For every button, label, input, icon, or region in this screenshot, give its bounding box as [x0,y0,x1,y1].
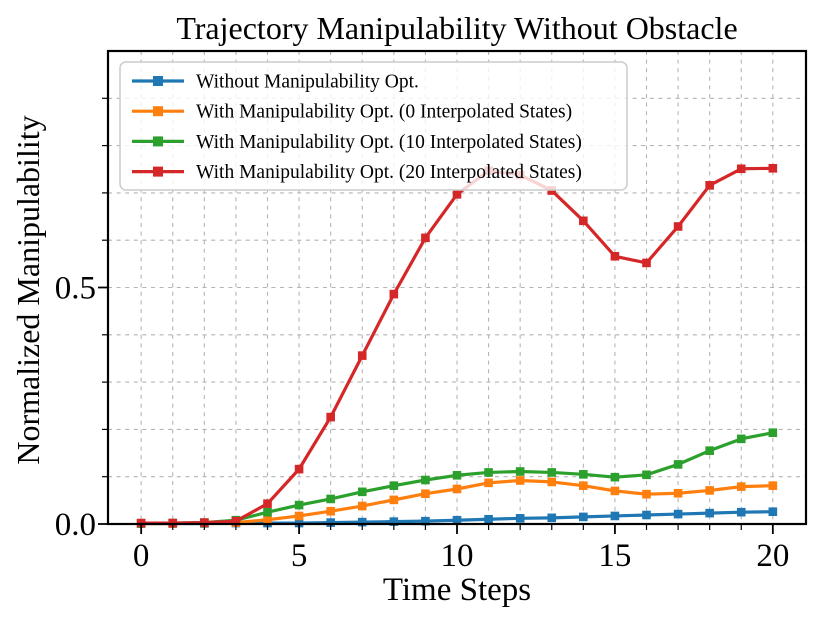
legend-box [119,61,628,191]
data-point-marker [705,181,714,190]
data-point-marker [452,515,462,525]
legend-label: Without Manipulability Opt. [196,72,419,93]
data-point-marker [736,164,746,174]
data-point-marker [389,495,399,505]
data-point-marker [326,518,335,527]
data-point-marker [673,460,683,469]
data-point-marker [515,476,525,485]
data-point-marker [389,481,399,490]
y-tick-label: 0.0 [55,507,96,543]
data-point-marker [200,518,209,527]
data-point-marker [421,489,430,499]
data-point-marker [579,481,588,490]
x-axis-label: Time Steps [382,572,532,608]
data-point-marker [610,511,620,521]
data-point-marker [736,434,746,444]
data-point-marker [326,412,335,422]
data-point-marker [736,482,746,491]
data-point-marker [705,508,714,518]
data-point-marker [768,481,778,490]
data-point-marker [484,468,493,477]
data-point-marker [484,514,493,524]
data-point-marker [357,501,367,511]
data-point-marker [294,500,304,510]
x-tick-label: 10 [441,538,474,574]
data-point-marker [263,499,272,508]
data-point-marker [263,515,272,525]
data-point-marker [231,516,241,526]
data-point-marker [357,517,367,527]
data-point-marker [389,517,399,526]
legend-marker [153,166,163,177]
data-point-marker [768,428,778,438]
legend-marker [153,136,163,147]
data-point-marker [610,486,620,496]
legend-marker [153,106,163,117]
data-point-marker [768,507,778,517]
legend-label: With Manipulability Opt. (10 Interpolate… [196,132,582,153]
axes-spines [106,49,808,526]
data-point-marker [642,489,651,499]
data-point-marker [263,507,272,517]
data-point-marker [705,446,714,455]
data-point-marker [579,216,588,226]
data-point-marker [389,289,399,299]
data-point-marker [421,516,430,526]
data-point-marker [421,233,430,243]
data-point-marker [579,512,588,522]
data-point-marker [610,251,620,261]
data-point-marker [515,467,525,476]
data-point-marker [673,509,683,519]
y-tick-label: 0.5 [55,271,96,307]
data-point-marker [547,477,557,487]
data-point-marker [673,488,683,498]
chart-title: Trajectory Manipulability Without Obstac… [176,10,738,46]
data-point-marker [547,468,557,477]
data-point-marker [579,470,588,479]
x-tick-label: 15 [598,538,631,574]
data-point-marker [642,510,651,520]
data-point-marker [515,514,525,523]
data-point-marker [547,513,557,523]
data-point-marker [610,472,620,482]
data-point-marker [326,494,335,504]
data-point-marker [294,511,304,521]
legend-label: With Manipulability Opt. (20 Interpolate… [196,162,582,183]
data-point-marker [484,478,493,488]
data-point-marker [452,484,462,494]
data-point-marker [705,486,714,495]
data-point-marker [452,190,462,199]
data-point-marker [421,475,430,485]
legend-label: With Manipulability Opt. (0 Interpolated… [196,102,572,123]
x-tick-label: 20 [756,538,789,574]
y-axis-label: Normalized Manipulability [10,115,46,465]
data-point-marker [452,470,462,480]
data-point-marker [357,351,367,360]
data-point-marker [294,464,304,474]
data-point-marker [642,470,651,480]
data-point-marker [768,164,778,173]
data-point-marker [326,506,335,516]
x-tick-label: 0 [133,538,150,574]
data-point-marker [673,222,683,231]
legend-marker [153,76,163,86]
data-point-marker [357,487,367,497]
x-tick-label: 5 [291,538,308,574]
data-point-marker [642,258,651,268]
data-point-marker [736,507,746,517]
